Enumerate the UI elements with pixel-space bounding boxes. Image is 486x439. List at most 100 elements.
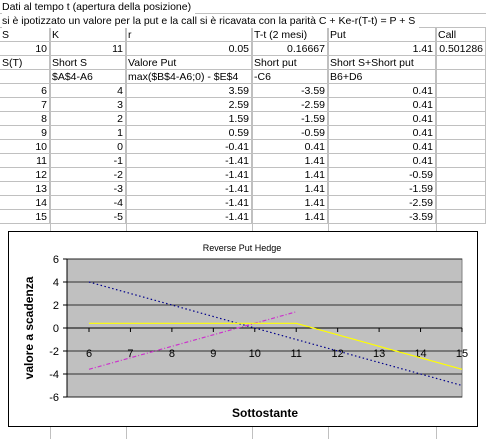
cell-sum[interactable]: -0.59 (328, 168, 436, 182)
x-axis-title: Sottostante (232, 406, 298, 420)
sheet-row-1: Dati al tempo t (apertura della posizion… (0, 0, 486, 14)
y-tick-label: 6 (53, 254, 59, 266)
empty-cell[interactable] (436, 182, 486, 196)
cell-valore-put[interactable]: 2.59 (126, 98, 252, 112)
cell-sum[interactable]: -2.59 (328, 196, 436, 210)
cell-short-s[interactable]: 4 (50, 84, 126, 98)
empty-cell[interactable] (436, 168, 486, 182)
formula-sum[interactable]: B6+D6 (328, 70, 436, 84)
cell-valore-put[interactable]: 0.59 (126, 126, 252, 140)
sheet-row-2: si è ipotizzato un valore per la put e l… (0, 14, 486, 28)
empty-cell[interactable] (436, 140, 486, 154)
cell-short-s[interactable]: -1 (50, 154, 126, 168)
cell-short-s[interactable]: 2 (50, 112, 126, 126)
cell-short-put[interactable]: 1.41 (252, 196, 328, 210)
cell-valore-put[interactable]: -0.41 (126, 140, 252, 154)
table-row: 12 -2 -1.41 1.41 -0.59 (0, 168, 486, 182)
empty-cell[interactable] (436, 112, 486, 126)
cell-st[interactable]: 6 (0, 84, 50, 98)
cell-valore-put[interactable]: -1.41 (126, 154, 252, 168)
param-value-r[interactable]: 0.05 (126, 42, 252, 56)
params-value-row: 10 11 0.05 0.16667 1.41 0.501286 (0, 42, 486, 56)
cell-valore-put[interactable]: -1.41 (126, 196, 252, 210)
param-label-call[interactable]: Call (436, 28, 486, 42)
cell-st[interactable]: 11 (0, 154, 50, 168)
cell-sum[interactable]: -3.59 (328, 210, 436, 224)
cell-st[interactable]: 9 (0, 126, 50, 140)
cell-sum[interactable]: 0.41 (328, 98, 436, 112)
cell-short-s[interactable]: -4 (50, 196, 126, 210)
param-value-s[interactable]: 10 (0, 42, 50, 56)
cell-sum[interactable]: 0.41 (328, 112, 436, 126)
param-value-put[interactable]: 1.41 (328, 42, 436, 56)
empty-cell[interactable] (436, 70, 486, 84)
header-note-cell[interactable]: si è ipotizzato un valore per la put e l… (2, 14, 420, 28)
cell-st[interactable]: 12 (0, 168, 50, 182)
empty-cell[interactable] (436, 84, 486, 98)
cell-valore-put[interactable]: 1.59 (126, 112, 252, 126)
col-header-short-put[interactable]: Short put (252, 56, 328, 70)
x-tick-label: 10 (249, 348, 261, 360)
x-tick-label: 15 (456, 348, 468, 360)
cell-short-put[interactable]: -3.59 (252, 84, 328, 98)
formula-valore-put[interactable]: max($B$4-A6;0) - $E$4 (126, 70, 252, 84)
cell-short-put[interactable]: 1.41 (252, 168, 328, 182)
col-header-sum[interactable]: Short S+Short put (328, 56, 436, 70)
table-row: 13 -3 -1.41 1.41 -1.59 (0, 182, 486, 196)
cell-valore-put[interactable]: 3.59 (126, 84, 252, 98)
cell-valore-put[interactable]: -1.41 (126, 182, 252, 196)
param-value-call[interactable]: 0.501286 (436, 42, 486, 56)
cell-short-put[interactable]: 1.41 (252, 154, 328, 168)
param-label-s[interactable]: S (0, 28, 50, 42)
y-axis-title: valore a scadenza (22, 276, 36, 379)
cell-short-s[interactable]: 1 (50, 126, 126, 140)
cell-valore-put[interactable]: -1.41 (126, 168, 252, 182)
param-value-t[interactable]: 0.16667 (252, 42, 328, 56)
chart-object[interactable]: Reverse Put Hedge -6 -4 -2 0 2 4 6 6 7 8 9 10 11 12 13 1… (8, 231, 478, 427)
param-label-t[interactable]: T-t (2 mesi) (252, 28, 328, 42)
formula-short-s[interactable]: $A$4-A6 (50, 70, 126, 84)
series-line-1 (88, 281, 463, 387)
empty-cell[interactable] (436, 56, 486, 70)
empty-cell[interactable] (436, 154, 486, 168)
formula-st[interactable] (0, 70, 50, 84)
cell-short-s[interactable]: -2 (50, 168, 126, 182)
param-label-k[interactable]: K (50, 28, 126, 42)
cell-short-s[interactable]: -5 (50, 210, 126, 224)
col-header-valore-put[interactable]: Valore Put (126, 56, 252, 70)
y-tick-label: 4 (53, 277, 59, 289)
cell-short-s[interactable]: 0 (50, 140, 126, 154)
cell-short-put[interactable]: -1.59 (252, 112, 328, 126)
param-label-r[interactable]: r (126, 28, 252, 42)
empty-cell[interactable] (436, 126, 486, 140)
formula-short-put[interactable]: -C6 (252, 70, 328, 84)
cell-short-put[interactable]: -0.59 (252, 126, 328, 140)
cell-short-put[interactable]: 1.41 (252, 182, 328, 196)
cell-short-put[interactable]: 0.41 (252, 140, 328, 154)
cell-sum[interactable]: 0.41 (328, 84, 436, 98)
cell-short-s[interactable]: -3 (50, 182, 126, 196)
empty-cell[interactable] (436, 196, 486, 210)
cell-sum[interactable]: -1.59 (328, 182, 436, 196)
cell-sum[interactable]: 0.41 (328, 154, 436, 168)
cell-st[interactable]: 10 (0, 140, 50, 154)
cell-st[interactable]: 13 (0, 182, 50, 196)
cell-short-put[interactable]: 1.41 (252, 210, 328, 224)
param-label-put[interactable]: Put (328, 28, 436, 42)
empty-cell[interactable] (436, 98, 486, 112)
empty-cell[interactable] (436, 210, 486, 224)
header-title-cell[interactable]: Dati al tempo t (apertura della posizion… (2, 0, 196, 14)
cell-short-s[interactable]: 3 (50, 98, 126, 112)
cell-st[interactable]: 14 (0, 196, 50, 210)
col-header-short-s[interactable]: Short S (50, 56, 126, 70)
column-d (252, 0, 329, 439)
cell-valore-put[interactable]: -1.41 (126, 210, 252, 224)
col-header-st[interactable]: S(T) (0, 56, 50, 70)
cell-sum[interactable]: 0.41 (328, 126, 436, 140)
cell-st[interactable]: 8 (0, 112, 50, 126)
cell-short-put[interactable]: -2.59 (252, 98, 328, 112)
param-value-k[interactable]: 11 (50, 42, 126, 56)
cell-st[interactable]: 7 (0, 98, 50, 112)
cell-sum[interactable]: 0.41 (328, 140, 436, 154)
cell-st[interactable]: 15 (0, 210, 50, 224)
